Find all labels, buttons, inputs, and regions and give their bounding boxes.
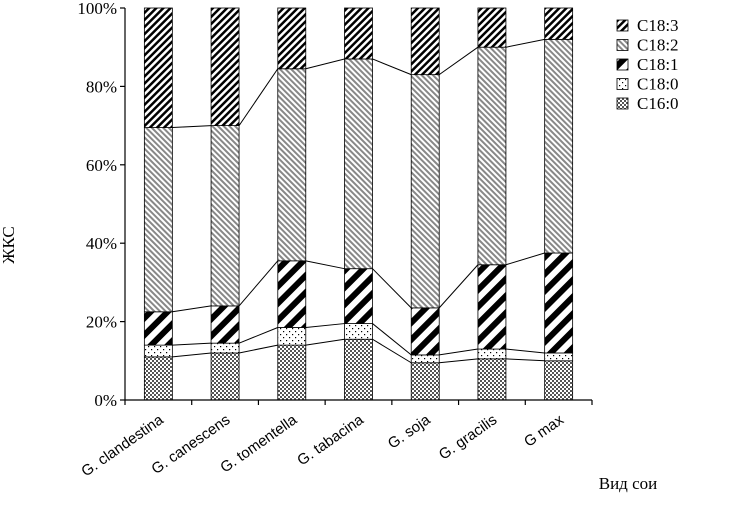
series-connector <box>172 342 212 346</box>
bar-segment-c16-0 <box>477 358 507 401</box>
bar-segment-c18-1 <box>210 305 240 344</box>
bar-stack <box>210 7 240 401</box>
legend-label: C18:0 <box>637 75 679 94</box>
bar-segment-c16-0 <box>210 352 240 401</box>
bar-segment-c18-2 <box>410 74 440 309</box>
bar-segment-c18-2 <box>477 46 507 266</box>
legend-label: C18:3 <box>637 16 679 35</box>
legend-swatch <box>616 58 629 71</box>
y-tick-label: 40% <box>86 234 117 253</box>
bar-stack <box>277 7 307 401</box>
series-connector <box>439 348 479 356</box>
bar-segment-c18-0 <box>544 352 574 362</box>
bar-segment-c18-1 <box>277 260 307 328</box>
category-label: G. gracilis <box>436 411 500 463</box>
series-connector <box>238 344 278 354</box>
y-tick-label: 60% <box>86 156 117 175</box>
bar-segment-c18-3 <box>477 7 507 48</box>
series-connector <box>505 358 545 362</box>
bar-segment-c18-3 <box>344 7 373 60</box>
bar-segment-c18-1 <box>544 252 574 354</box>
series-connector <box>172 352 212 358</box>
legend-label: C18:2 <box>637 36 679 55</box>
bar-segment-c18-2 <box>344 58 373 270</box>
legend-item: C18:0 <box>616 75 679 94</box>
bar-segment-c18-0 <box>477 348 507 360</box>
series-connector <box>505 252 545 266</box>
y-tick-label: 20% <box>86 313 117 332</box>
category-label: G. tabacina <box>294 411 367 469</box>
legend-swatch <box>616 19 629 32</box>
bar-segment-c18-0 <box>277 327 307 346</box>
bar-stack <box>344 7 373 401</box>
y-tick-label: 80% <box>86 77 117 96</box>
y-tick-label: 100% <box>77 0 117 18</box>
legend-label: C18:1 <box>637 55 679 74</box>
bar-stack <box>143 7 173 401</box>
category-label: G max <box>521 411 567 451</box>
bar-segment-c18-3 <box>210 7 240 126</box>
series-connector <box>372 338 412 364</box>
bar-segment-c18-2 <box>277 68 307 262</box>
series-connector <box>438 46 479 76</box>
legend-swatch <box>616 97 629 110</box>
legend-swatch <box>616 78 629 90</box>
bar-segment-c18-2 <box>143 127 173 313</box>
bar-segment-c18-2 <box>210 125 240 307</box>
bar-segment-c16-0 <box>344 338 373 401</box>
bar-segment-c18-2 <box>544 38 574 254</box>
series-connector <box>305 260 345 270</box>
legend-label: C16:0 <box>637 94 679 113</box>
legend-item: C18:2 <box>616 36 679 55</box>
bar-segment-c18-1 <box>410 307 440 356</box>
series-connector <box>238 68 279 126</box>
connector-lines <box>172 38 545 364</box>
x-axis-label: Вид сои <box>599 474 657 493</box>
bar-segment-c16-0 <box>544 360 574 401</box>
legend-item: C16:0 <box>616 94 679 113</box>
series-connector <box>505 348 545 354</box>
bar-segment-c16-0 <box>410 362 440 401</box>
bar-stack <box>477 7 507 401</box>
bar-segment-c18-0 <box>210 342 240 354</box>
bar-segment-c18-3 <box>544 7 574 40</box>
series-connector <box>305 58 345 70</box>
y-tick-label: 0% <box>94 391 117 410</box>
category-label: G. soja <box>385 411 434 453</box>
series-connector <box>238 327 278 344</box>
series-connector <box>438 264 479 309</box>
series-connector <box>238 260 279 307</box>
series-connector <box>505 38 545 48</box>
bar-segment-c18-0 <box>344 323 373 340</box>
legend-item: C18:3 <box>616 16 679 35</box>
bar-segment-c18-1 <box>344 268 373 324</box>
series-connector <box>172 125 212 129</box>
bar-segment-c18-1 <box>143 311 173 346</box>
bar-segment-c18-3 <box>143 7 173 128</box>
series-connector <box>305 323 345 328</box>
bar-segment-c18-0 <box>410 354 440 364</box>
bar-segment-c16-0 <box>143 356 173 401</box>
y-axis-label: ЖКС <box>0 226 18 264</box>
bar-segment-c18-3 <box>410 7 440 76</box>
bar-segment-c16-0 <box>277 344 307 401</box>
legend-swatch <box>616 39 629 51</box>
bars <box>143 7 574 401</box>
bar-segment-c18-0 <box>143 344 173 358</box>
legend-item: C18:1 <box>616 55 679 74</box>
series-connector <box>172 305 212 313</box>
bar-segment-c18-1 <box>477 264 507 350</box>
series-connector <box>372 58 412 76</box>
series-connector <box>372 268 412 309</box>
series-connector <box>305 338 345 346</box>
series-connector <box>372 323 412 356</box>
bar-stack <box>544 7 574 401</box>
series-connector <box>439 358 478 364</box>
bar-stack <box>410 7 440 401</box>
bar-segment-c18-3 <box>277 7 307 70</box>
